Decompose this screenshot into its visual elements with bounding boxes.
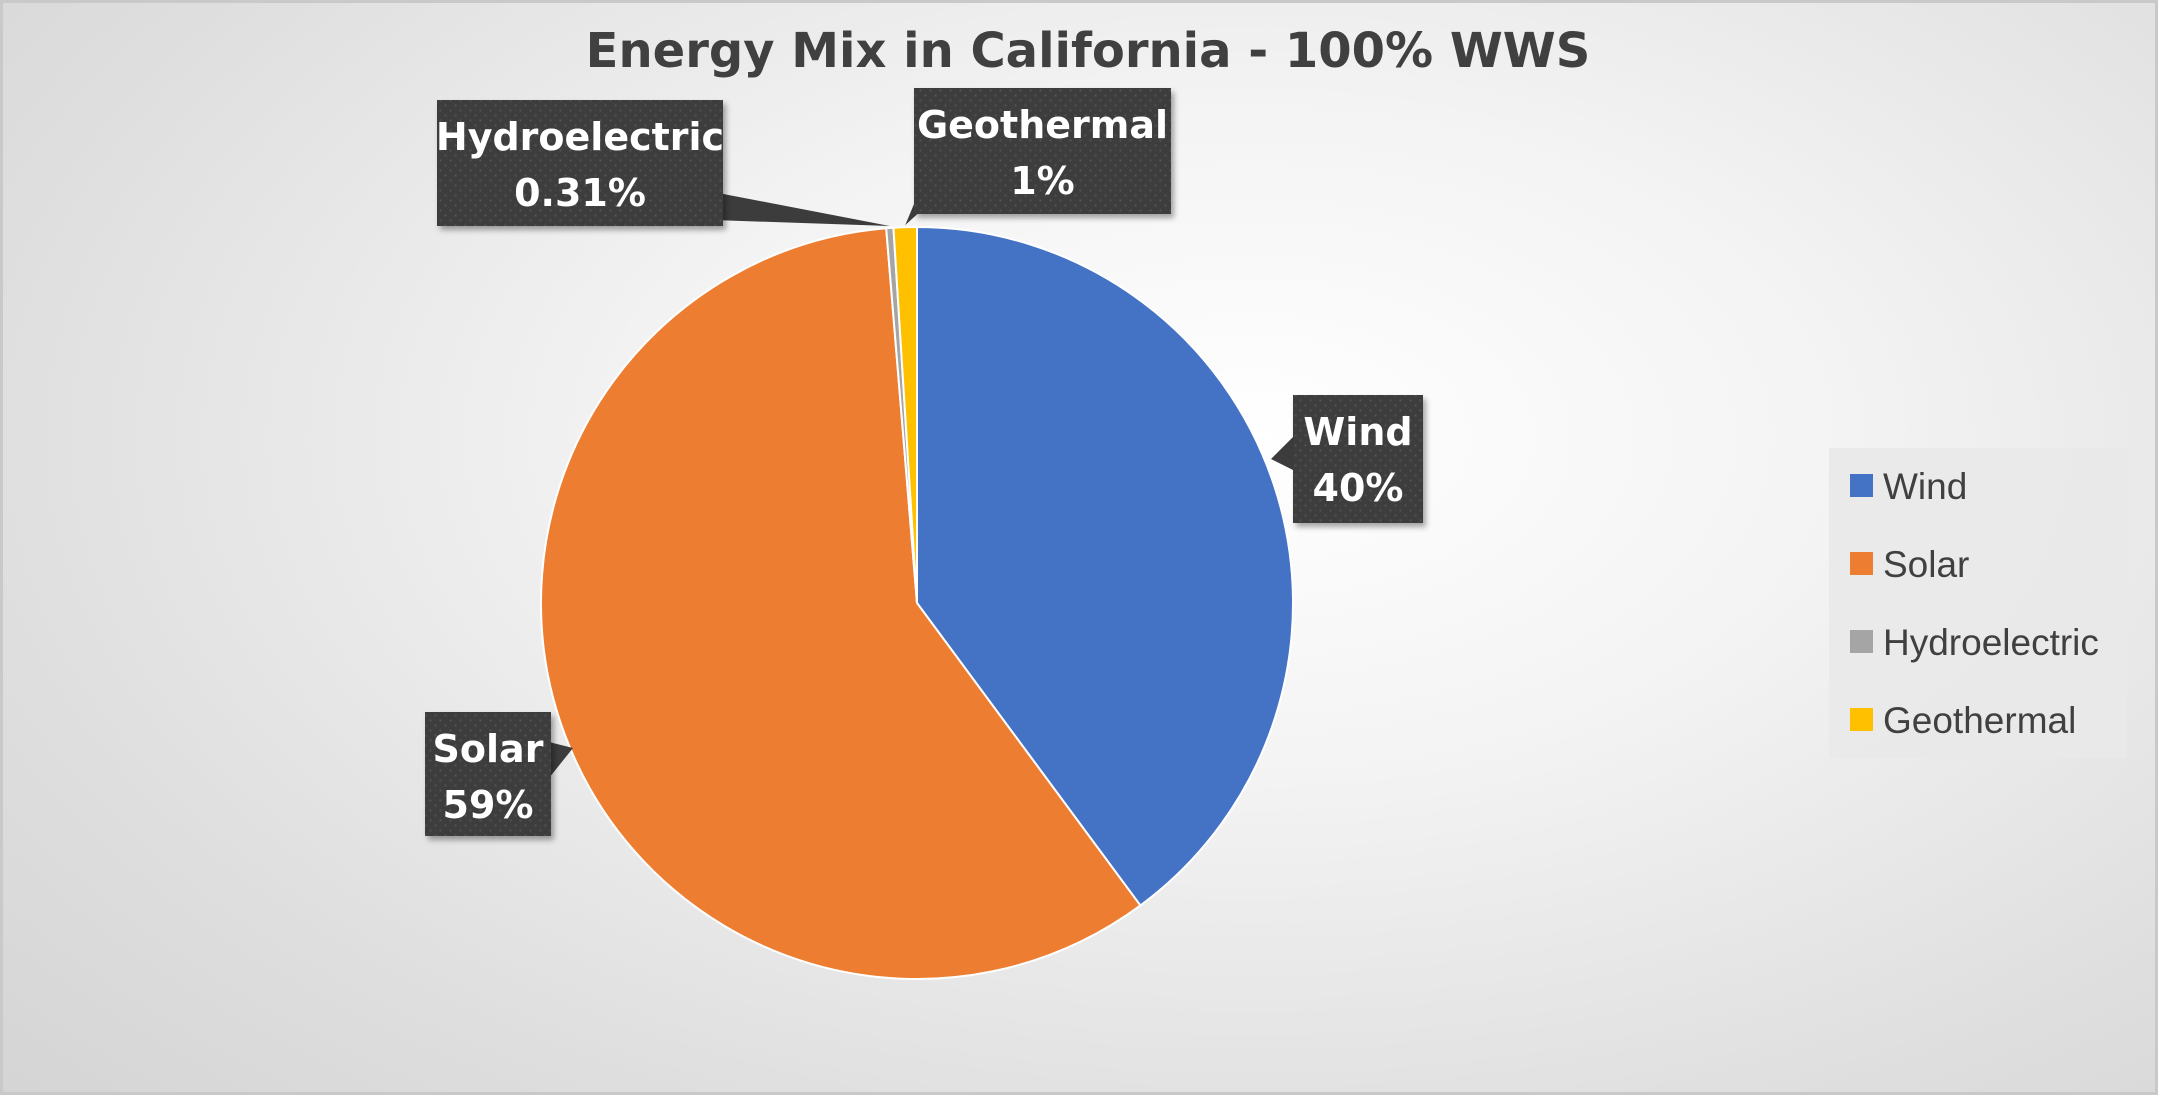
legend-swatch-wind — [1850, 474, 1873, 497]
legend-swatch-geothermal — [1850, 708, 1873, 731]
callout-box — [1293, 395, 1423, 523]
callout-pointer — [1271, 435, 1295, 471]
slice-solar — [540, 227, 1142, 980]
legend-label-hydroelectric: Hydroelectric — [1883, 622, 2099, 663]
callout-wind: Wind 40% — [1271, 395, 1423, 523]
legend-label-geothermal: Geothermal — [1883, 700, 2076, 741]
callout-geothermal: Geothermal 1% — [905, 88, 1171, 226]
legend-background — [1829, 448, 2127, 758]
legend-swatch-solar — [1850, 552, 1873, 575]
pie-chart: Energy Mix in California - 100% WWS Wind… — [425, 23, 2127, 980]
pie-slices — [540, 225, 1294, 980]
callout-percent-label: 1% — [1010, 159, 1075, 203]
callout-percent-label: 0.31% — [514, 171, 646, 215]
legend-label-wind: Wind — [1883, 466, 1967, 507]
callout-pointer — [713, 192, 890, 226]
callout-hydroelectric: Hydroelectric 0.31% — [436, 100, 890, 226]
callout-percent-label: 40% — [1313, 466, 1404, 510]
callout-box — [437, 100, 723, 226]
data-label-callouts: Wind 40% Solar 59% Hydroelectric 0.31% Geother… — [425, 88, 1423, 836]
callout-category-label: Hydroelectric — [436, 115, 724, 159]
legend: Wind Solar Hydroelectric Geothermal — [1829, 448, 2127, 758]
chart-title: Energy Mix in California - 100% WWS — [586, 23, 1591, 79]
callout-solar: Solar 59% — [425, 712, 573, 836]
callout-box — [425, 712, 551, 836]
legend-swatch-hydroelectric — [1850, 630, 1873, 653]
callout-category-label: Wind — [1303, 410, 1412, 454]
callout-percent-label: 59% — [443, 783, 534, 827]
slice-wind — [916, 225, 1294, 907]
callout-category-label: Solar — [433, 727, 544, 771]
callout-box — [914, 88, 1171, 214]
callout-category-label: Geothermal — [917, 103, 1168, 147]
legend-label-solar: Solar — [1883, 544, 1969, 585]
slice-geothermal — [892, 225, 918, 604]
callout-pointer — [549, 742, 573, 778]
